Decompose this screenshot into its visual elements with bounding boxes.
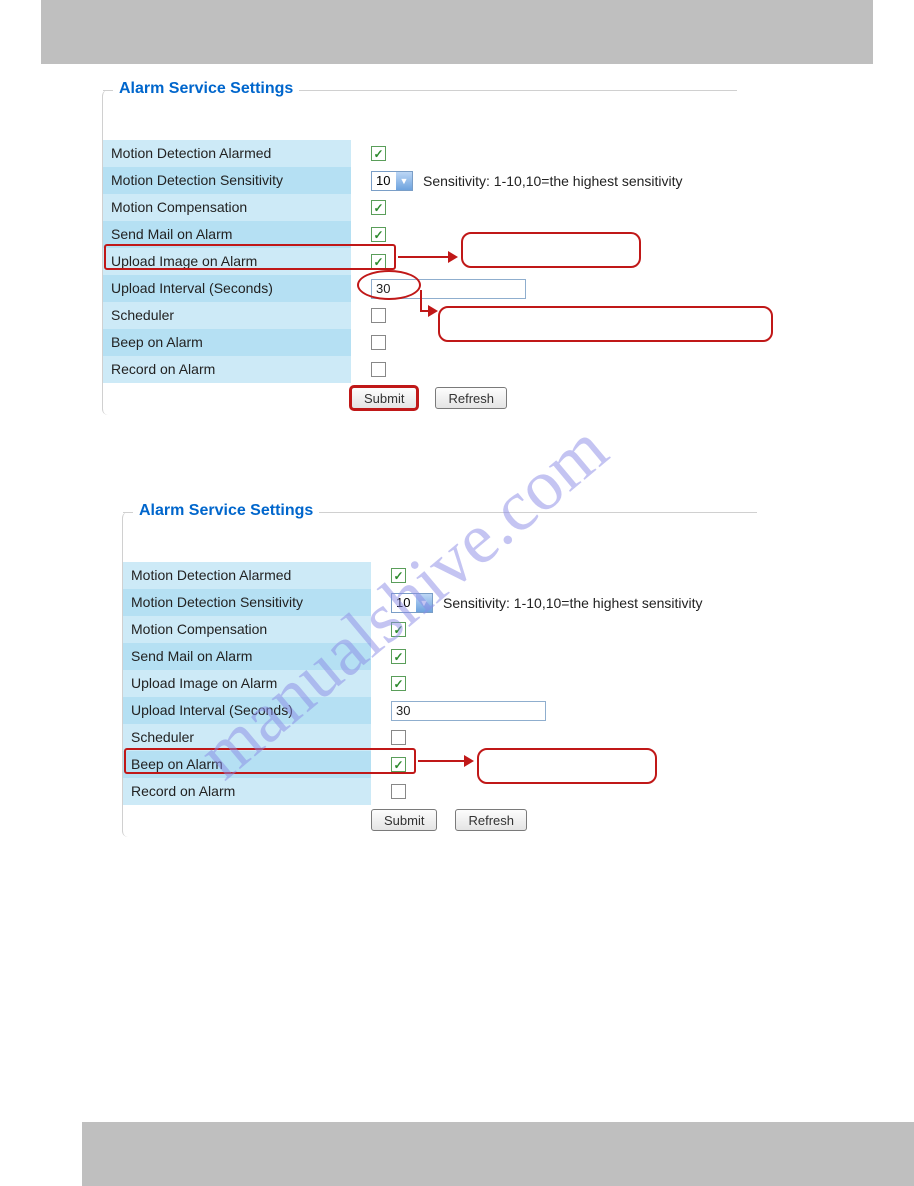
upload-image-checkbox[interactable]: ✓ — [371, 254, 386, 269]
beep-checkbox[interactable]: ✓ — [371, 335, 386, 350]
beep-label: Beep on Alarm — [123, 751, 371, 778]
sensitivity-note: Sensitivity: 1-10,10=the highest sensiti… — [443, 595, 703, 611]
alarm-settings-panel-1: Alarm Service Settings Motion Detection … — [102, 90, 737, 415]
upload-interval-input[interactable] — [371, 279, 526, 299]
motion-detect-checkbox[interactable]: ✓ — [391, 568, 406, 583]
chevron-down-icon: ▼ — [416, 594, 432, 612]
upload-image-checkbox[interactable]: ✓ — [391, 676, 406, 691]
compensation-label: Motion Compensation — [103, 194, 351, 221]
beep-label: Beep on Alarm — [103, 329, 351, 356]
submit-button[interactable]: Submit — [351, 387, 417, 409]
sensitivity-note: Sensitivity: 1-10,10=the highest sensiti… — [423, 173, 683, 189]
scheduler-label: Scheduler — [123, 724, 371, 751]
record-checkbox[interactable]: ✓ — [371, 362, 386, 377]
motion-detect-checkbox[interactable]: ✓ — [371, 146, 386, 161]
sensitivity-label: Motion Detection Sensitivity — [103, 167, 351, 194]
panel-title: Alarm Service Settings — [113, 80, 299, 98]
sensitivity-select[interactable]: 10 ▼ — [371, 171, 413, 191]
motion-detect-label: Motion Detection Alarmed — [123, 562, 371, 589]
header-gray-bar — [41, 0, 873, 64]
refresh-button[interactable]: Refresh — [435, 387, 507, 409]
send-mail-checkbox[interactable]: ✓ — [371, 227, 386, 242]
sensitivity-label: Motion Detection Sensitivity — [123, 589, 371, 616]
record-checkbox[interactable]: ✓ — [391, 784, 406, 799]
chevron-down-icon: ▼ — [396, 172, 412, 190]
submit-button[interactable]: Submit — [371, 809, 437, 831]
scheduler-checkbox[interactable]: ✓ — [391, 730, 406, 745]
alarm-settings-panel-2: Alarm Service Settings Motion Detection … — [122, 512, 757, 837]
compensation-checkbox[interactable]: ✓ — [371, 200, 386, 215]
sensitivity-select[interactable]: 10 ▼ — [391, 593, 433, 613]
compensation-checkbox[interactable]: ✓ — [391, 622, 406, 637]
sensitivity-value: 10 — [396, 595, 410, 610]
record-label: Record on Alarm — [103, 356, 351, 383]
scheduler-checkbox[interactable]: ✓ — [371, 308, 386, 323]
refresh-button[interactable]: Refresh — [455, 809, 527, 831]
upload-image-label: Upload Image on Alarm — [123, 670, 371, 697]
panel-title: Alarm Service Settings — [133, 502, 319, 520]
upload-interval-label: Upload Interval (Seconds) — [103, 275, 351, 302]
upload-interval-label: Upload Interval (Seconds) — [123, 697, 371, 724]
upload-image-label: Upload Image on Alarm — [103, 248, 351, 275]
compensation-label: Motion Compensation — [123, 616, 371, 643]
send-mail-label: Send Mail on Alarm — [123, 643, 371, 670]
motion-detect-label: Motion Detection Alarmed — [103, 140, 351, 167]
send-mail-label: Send Mail on Alarm — [103, 221, 351, 248]
record-label: Record on Alarm — [123, 778, 371, 805]
beep-checkbox[interactable]: ✓ — [391, 757, 406, 772]
scheduler-label: Scheduler — [103, 302, 351, 329]
send-mail-checkbox[interactable]: ✓ — [391, 649, 406, 664]
upload-interval-input[interactable] — [391, 701, 546, 721]
footer-gray-bar — [82, 1122, 914, 1186]
sensitivity-value: 10 — [376, 173, 390, 188]
